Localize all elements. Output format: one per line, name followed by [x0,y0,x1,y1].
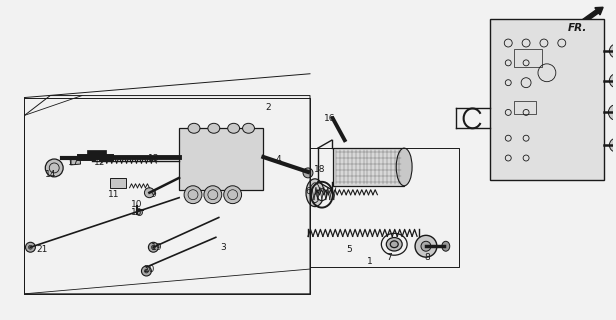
Bar [514,100,536,114]
Circle shape [303,168,313,178]
Text: 21: 21 [36,245,48,254]
Text: 16: 16 [324,114,336,123]
Text: 17: 17 [68,158,80,167]
Circle shape [609,138,616,152]
Circle shape [46,159,63,177]
Ellipse shape [396,148,412,186]
Text: 4: 4 [275,156,281,164]
Text: 6: 6 [305,187,311,196]
Ellipse shape [243,123,254,133]
Text: 11: 11 [108,190,120,199]
Bar [333,148,404,186]
Circle shape [25,242,35,252]
Ellipse shape [306,179,324,207]
Circle shape [204,186,222,204]
Text: 14: 14 [44,170,56,180]
Circle shape [184,186,202,204]
Circle shape [421,241,431,251]
FancyArrow shape [583,7,603,23]
Ellipse shape [386,237,402,251]
Text: 18: 18 [314,165,326,174]
Text: 8: 8 [424,253,430,262]
Circle shape [609,44,616,58]
Circle shape [152,245,155,249]
Circle shape [144,269,148,273]
Circle shape [28,245,33,249]
Text: 10: 10 [131,200,142,209]
Circle shape [415,235,437,257]
Text: 2: 2 [265,103,271,112]
Ellipse shape [188,123,200,133]
Text: 7: 7 [386,253,392,262]
Text: FR.: FR. [568,23,587,33]
Text: 9: 9 [150,190,156,199]
Text: 19: 19 [150,243,162,252]
Circle shape [609,105,616,120]
Text: 1: 1 [367,257,372,266]
Bar [514,49,542,67]
Bar [110,178,126,188]
Text: 3: 3 [220,243,225,252]
Text: 12: 12 [94,158,105,167]
Bar [70,157,81,165]
Ellipse shape [391,241,398,248]
Text: 5: 5 [347,245,352,254]
Ellipse shape [228,123,240,133]
Circle shape [137,210,142,215]
Ellipse shape [317,189,327,201]
Circle shape [142,266,152,276]
Circle shape [609,74,616,88]
Text: 15: 15 [131,208,142,217]
Text: 20: 20 [144,265,155,274]
Circle shape [224,186,241,204]
Bar [179,128,264,190]
Ellipse shape [208,123,220,133]
Circle shape [148,242,158,252]
Text: 13: 13 [148,154,159,163]
Ellipse shape [442,241,450,251]
Circle shape [144,188,155,198]
Bar [490,19,604,180]
